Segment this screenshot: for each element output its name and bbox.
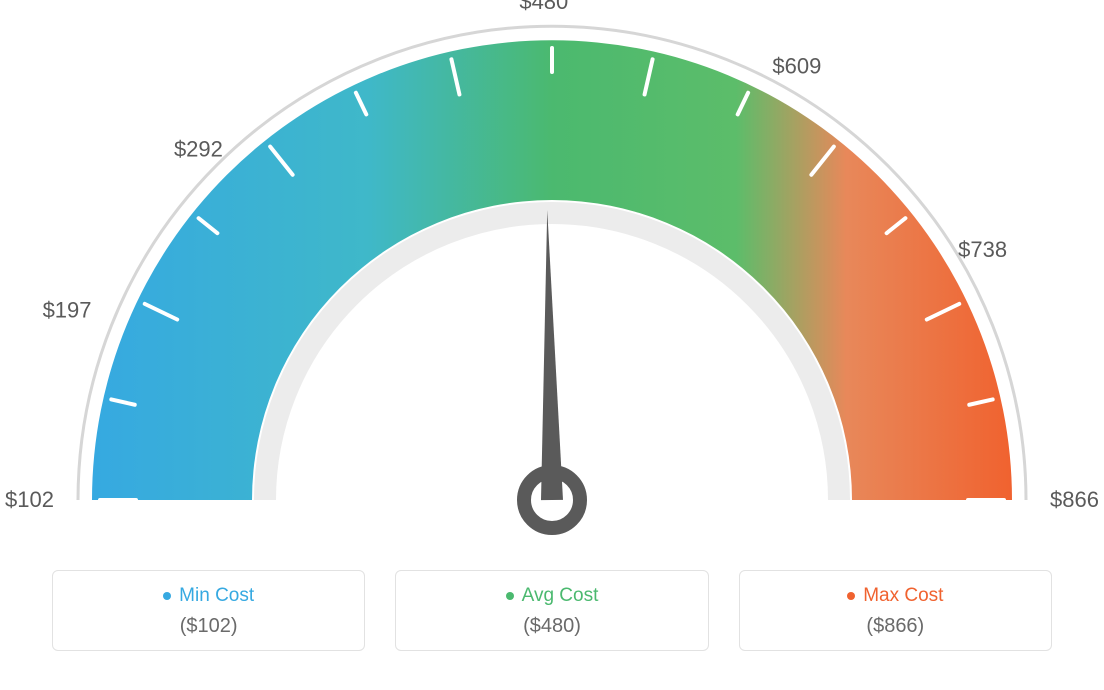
gauge-svg: $102 $197 $292 $480 $609 $738 $866 xyxy=(0,0,1104,560)
legend-title: Avg Cost xyxy=(506,585,599,607)
gauge-label: $609 xyxy=(772,53,821,78)
gauge-label: $197 xyxy=(43,297,92,322)
legend-dot-icon xyxy=(506,592,514,600)
gauge-needle xyxy=(541,210,563,500)
legend-dot-icon xyxy=(847,592,855,600)
gauge-label: $292 xyxy=(174,136,223,161)
legend-card: Max Cost ($866) xyxy=(739,570,1052,651)
legend-label: Avg Cost xyxy=(522,585,599,607)
legend-title: Min Cost xyxy=(163,585,254,607)
gauge-label: $102 xyxy=(5,487,54,512)
legend-title: Max Cost xyxy=(847,585,943,607)
gauge-chart: $102 $197 $292 $480 $609 $738 $866 xyxy=(0,0,1104,560)
legend-value: ($480) xyxy=(406,615,697,638)
legend-card: Avg Cost ($480) xyxy=(395,570,708,651)
gauge-label: $480 xyxy=(519,0,568,14)
legend-row: Min Cost ($102) Avg Cost ($480) Max Cost ($86… xyxy=(52,570,1052,651)
legend-card: Min Cost ($102) xyxy=(52,570,365,651)
legend-label: Min Cost xyxy=(179,585,254,607)
gauge-label: $738 xyxy=(958,237,1007,262)
legend-label: Max Cost xyxy=(863,585,943,607)
gauge-label: $866 xyxy=(1050,487,1099,512)
legend-dot-icon xyxy=(163,592,171,600)
legend-value: ($866) xyxy=(750,615,1041,638)
legend-value: ($102) xyxy=(63,615,354,638)
